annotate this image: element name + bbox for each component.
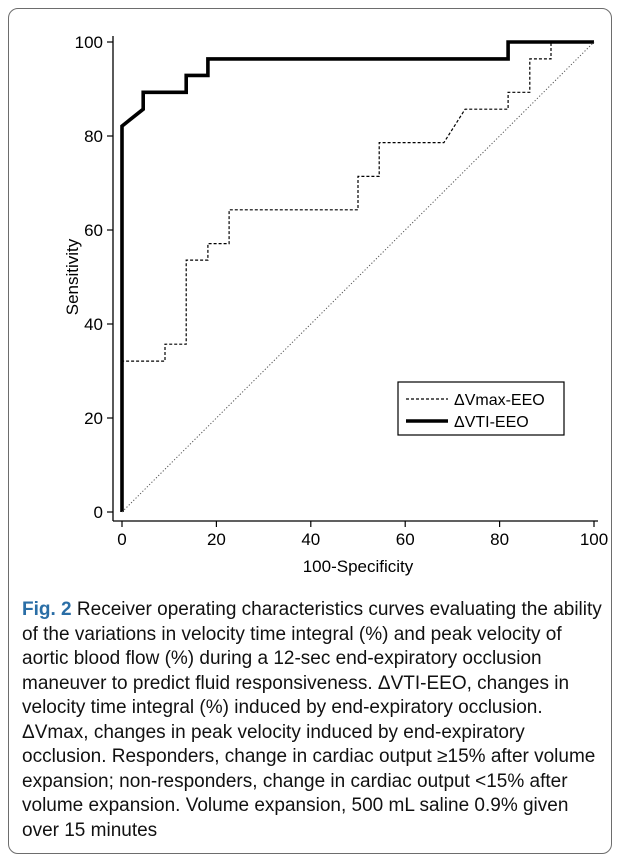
legend-label: ΔVmax-EEO [454,392,545,409]
roc-chart: 0 20 40 60 80 100 0 20 40 60 80 100 ΔVmax-EEO ΔVTI-E… [63,33,609,576]
y-tick-label: 80 [84,127,103,146]
x-tick-label: 0 [117,530,126,549]
y-tick-label: 100 [75,33,103,52]
figure-caption: Fig. 2 Receiver operating characteristic… [22,598,607,843]
x-tick-label: 40 [301,530,320,549]
figure-label: Fig. 2 [22,599,72,620]
legend-label: ΔVTI-EEO [454,414,529,431]
figure-frame [8,8,612,854]
x-axis-label: 100-Specificity [303,557,414,576]
chart-series-layer [120,40,595,513]
x-tick-label: 100 [580,530,608,549]
reference-diagonal-line [121,41,595,513]
y-tick-label: 60 [84,221,103,240]
y-axis-label: Sensitivity [63,238,82,315]
legend-box [397,381,565,436]
chart-axes: 0 20 40 60 80 100 0 20 40 60 80 100 [75,33,609,549]
y-tick-label: 20 [84,409,103,428]
x-tick-label: 60 [396,530,415,549]
x-tick-label: 20 [207,530,226,549]
y-tick-label: 0 [94,503,103,522]
x-tick-label: 80 [490,530,509,549]
y-tick-label: 40 [84,315,103,334]
caption-text: Receiver operating characteristics curve… [22,599,602,841]
series-line-1 [120,40,594,512]
chart-legend: ΔVmax-EEO ΔVTI-EEO [397,381,565,436]
series-line-0 [121,41,594,512]
